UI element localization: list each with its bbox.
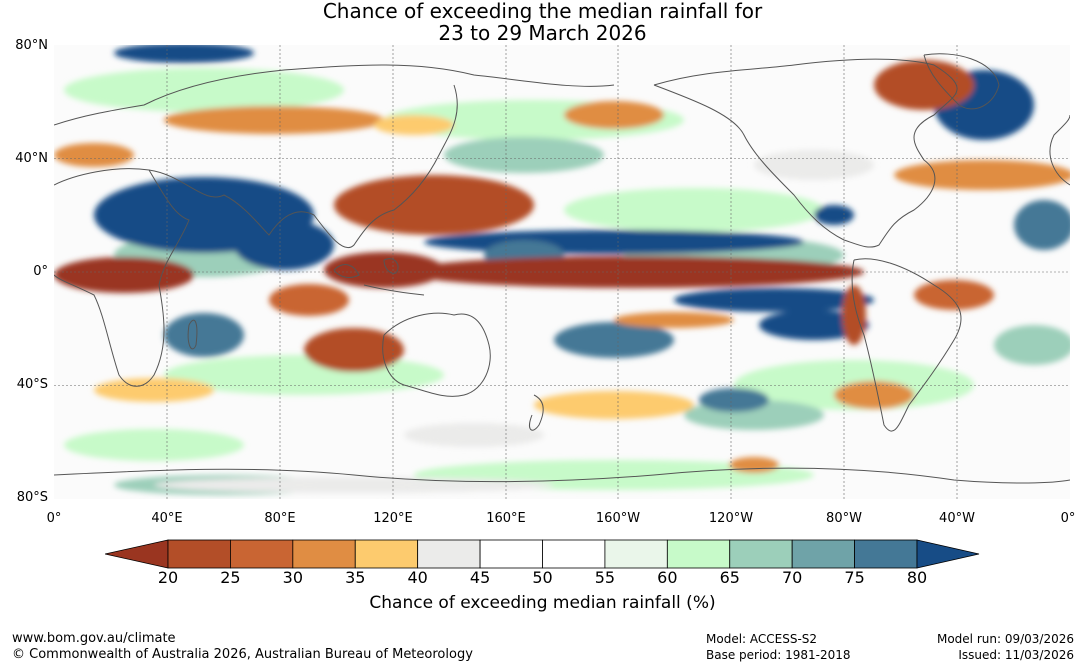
colorbar-tick-25: 25 <box>220 568 241 587</box>
lon-label-80w: 80°W <box>826 511 862 526</box>
colorbar-segment-65-70 <box>729 539 793 569</box>
footer-model: Model: ACCESS-S2 <box>706 632 818 646</box>
colorbar-tick-80: 80 <box>906 568 928 587</box>
colorbar-segment-30-35 <box>292 539 356 569</box>
colorbar-tick-40: 40 <box>407 568 428 587</box>
colorbar-tick-30: 30 <box>282 568 304 587</box>
colorbar-arrow-low <box>105 539 169 569</box>
colorbar-segment-35-40 <box>354 539 419 569</box>
colorbar-segment-45-50 <box>479 539 543 569</box>
colorbar-segment-50-55 <box>542 539 606 569</box>
colorbar-label: Chance of exceeding median rainfall (%) <box>369 593 716 613</box>
lat-label-80s: 80°S <box>16 490 48 505</box>
lat-label-40s: 40°S <box>16 377 48 392</box>
colorbar-segment-20-25 <box>167 539 231 569</box>
footer-issued: Issued: 11/03/2026 <box>958 648 1074 662</box>
map-title-line-2: 23 to 29 March 2026 <box>438 21 647 45</box>
map-canvas <box>54 45 1070 499</box>
colorbar <box>105 539 980 569</box>
lat-label-40n: 40°N <box>15 151 48 166</box>
colorbar-tick-75: 75 <box>844 568 865 587</box>
colorbar-segment-60-65 <box>666 539 731 569</box>
lon-label-0: 0° <box>46 511 62 526</box>
footer-model-run: Model run: 09/03/2026 <box>936 632 1074 646</box>
colorbar-segment-55-60 <box>604 539 668 569</box>
lon-label-160e: 160°E <box>486 511 526 526</box>
lon-label-120e: 120°E <box>373 511 413 526</box>
colorbar-segment-40-45 <box>417 539 481 569</box>
lat-label-0: 0° <box>33 264 48 279</box>
colorbar-segment-25-30 <box>230 539 294 569</box>
lon-label-40e: 40°E <box>151 511 183 526</box>
colorbar-tick-70: 70 <box>781 568 803 587</box>
lon-label-40w: 40°W <box>939 511 975 526</box>
footer-url: www.bom.gov.au/climate <box>12 631 176 646</box>
lon-label-0-east: 0° <box>1060 511 1076 526</box>
rainfall-probability-map <box>54 45 1070 499</box>
lon-label-80e: 80°E <box>264 511 296 526</box>
colorbar-tick-50: 50 <box>532 568 553 587</box>
footer-copyright: © Commonwealth of Australia 2026, Austra… <box>12 647 473 662</box>
colorbar-tick-45: 45 <box>469 568 491 587</box>
lon-label-160w: 160°W <box>595 511 641 526</box>
graticule <box>54 45 1070 499</box>
map-title-line-1: Chance of exceeding the median rainfall … <box>322 0 763 23</box>
colorbar-tick-60: 60 <box>657 568 678 587</box>
lon-label-120w: 120°W <box>708 511 754 526</box>
colorbar-arrow-high <box>916 539 980 569</box>
coastlines <box>54 53 1070 484</box>
colorbar-segment-75-80 <box>854 539 918 569</box>
colorbar-tick-20: 20 <box>157 568 179 587</box>
footer-base-period: Base period: 1981-2018 <box>706 648 851 662</box>
colorbar-tick-65: 65 <box>719 568 740 587</box>
colorbar-tick-35: 35 <box>345 568 366 587</box>
colorbar-tick-55: 55 <box>594 568 616 587</box>
colorbar-segment-70-75 <box>791 539 855 569</box>
lat-label-80n: 80°N <box>15 38 48 53</box>
